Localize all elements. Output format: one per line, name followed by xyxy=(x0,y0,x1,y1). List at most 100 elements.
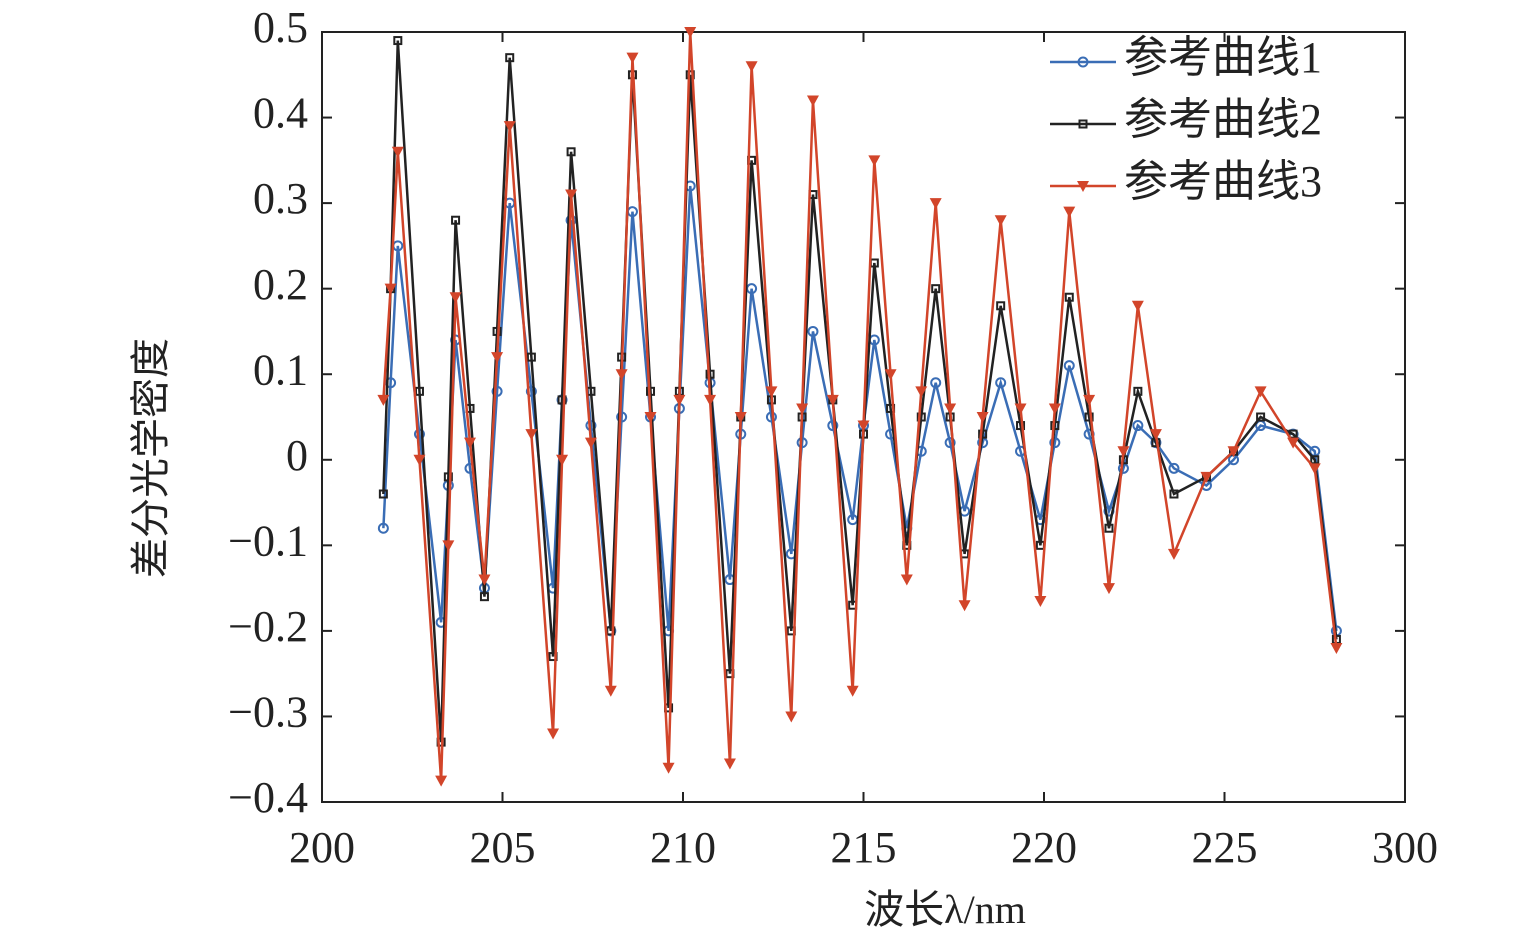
point xyxy=(846,685,859,697)
point xyxy=(449,292,462,304)
point xyxy=(1167,548,1180,560)
point xyxy=(491,352,504,364)
point xyxy=(916,412,926,422)
point xyxy=(765,386,778,398)
point xyxy=(644,412,657,423)
point xyxy=(491,385,503,397)
point xyxy=(944,403,957,415)
point xyxy=(662,762,675,774)
point xyxy=(442,540,455,552)
point xyxy=(557,395,567,405)
point xyxy=(1102,583,1115,595)
x-tick-label: 210 xyxy=(650,823,716,872)
point xyxy=(915,386,928,398)
point xyxy=(704,394,717,406)
x-tick-label: 225 xyxy=(1192,823,1258,872)
point xyxy=(785,711,798,723)
point xyxy=(976,412,989,423)
point xyxy=(827,420,839,432)
point xyxy=(994,215,1007,227)
point xyxy=(565,189,578,201)
point xyxy=(1227,446,1240,458)
point xyxy=(626,52,639,64)
x-axis-label: 波长λ/nm xyxy=(864,887,1026,932)
point xyxy=(1169,489,1179,499)
point xyxy=(464,437,477,449)
point xyxy=(1049,437,1061,449)
point xyxy=(1330,643,1343,654)
point xyxy=(377,394,390,406)
point xyxy=(443,472,453,482)
y-tick-label: 0.1 xyxy=(253,345,308,394)
point xyxy=(884,369,897,381)
point xyxy=(978,429,988,439)
point xyxy=(734,412,747,423)
legend-marker xyxy=(1078,119,1088,129)
point xyxy=(1310,455,1320,465)
point xyxy=(1131,300,1144,312)
point xyxy=(857,420,870,432)
point xyxy=(526,352,536,362)
y-tick-label: 0.5 xyxy=(253,3,308,52)
point xyxy=(525,429,538,441)
point xyxy=(384,283,397,295)
legend-label: 参考曲线2 xyxy=(1124,95,1322,144)
point xyxy=(1064,292,1074,302)
point xyxy=(378,489,388,499)
point xyxy=(826,394,839,406)
point xyxy=(868,155,881,167)
point xyxy=(435,775,448,787)
point xyxy=(684,27,697,38)
point xyxy=(1016,421,1026,431)
point xyxy=(1084,412,1094,422)
x-tick-label: 300 xyxy=(1372,823,1438,872)
legend-label: 参考曲线3 xyxy=(1124,157,1322,206)
point xyxy=(377,522,389,534)
point xyxy=(566,147,576,157)
point xyxy=(900,574,913,586)
y-tick-label: 0.2 xyxy=(253,260,308,309)
point xyxy=(931,284,941,294)
series-line xyxy=(382,31,1338,781)
point xyxy=(479,592,489,602)
point xyxy=(1149,429,1162,441)
y-tick-label: −0.2 xyxy=(228,602,308,651)
point xyxy=(1034,595,1047,607)
point xyxy=(929,198,942,210)
point xyxy=(796,403,809,415)
y-tick-label: 0.4 xyxy=(253,89,308,138)
x-tick-label: 205 xyxy=(470,823,536,872)
point xyxy=(393,36,403,46)
x-tick-label: 220 xyxy=(1011,823,1077,872)
point xyxy=(503,121,516,133)
point xyxy=(616,411,628,423)
point xyxy=(1254,386,1267,398)
point xyxy=(451,215,461,225)
point xyxy=(958,600,971,612)
y-tick-label: 0 xyxy=(286,431,308,480)
point xyxy=(413,428,425,440)
point xyxy=(391,146,404,158)
y-tick-label: −0.1 xyxy=(228,516,308,565)
point xyxy=(1132,420,1144,432)
point xyxy=(505,53,515,63)
point xyxy=(1117,446,1130,458)
point xyxy=(807,325,819,337)
point xyxy=(606,626,616,636)
point xyxy=(525,385,537,397)
point xyxy=(615,369,628,381)
x-tick-label: 200 xyxy=(289,823,355,872)
point xyxy=(556,454,569,466)
x-tick-label: 215 xyxy=(831,823,897,872)
y-axis-label: 差分光学密度 xyxy=(128,338,173,578)
point xyxy=(1133,386,1143,396)
point xyxy=(414,386,424,396)
point xyxy=(604,685,617,697)
point xyxy=(1200,471,1213,483)
legend-marker xyxy=(1077,56,1089,68)
point xyxy=(1083,394,1096,406)
point xyxy=(995,377,1007,389)
point xyxy=(478,574,491,586)
point xyxy=(723,758,736,770)
